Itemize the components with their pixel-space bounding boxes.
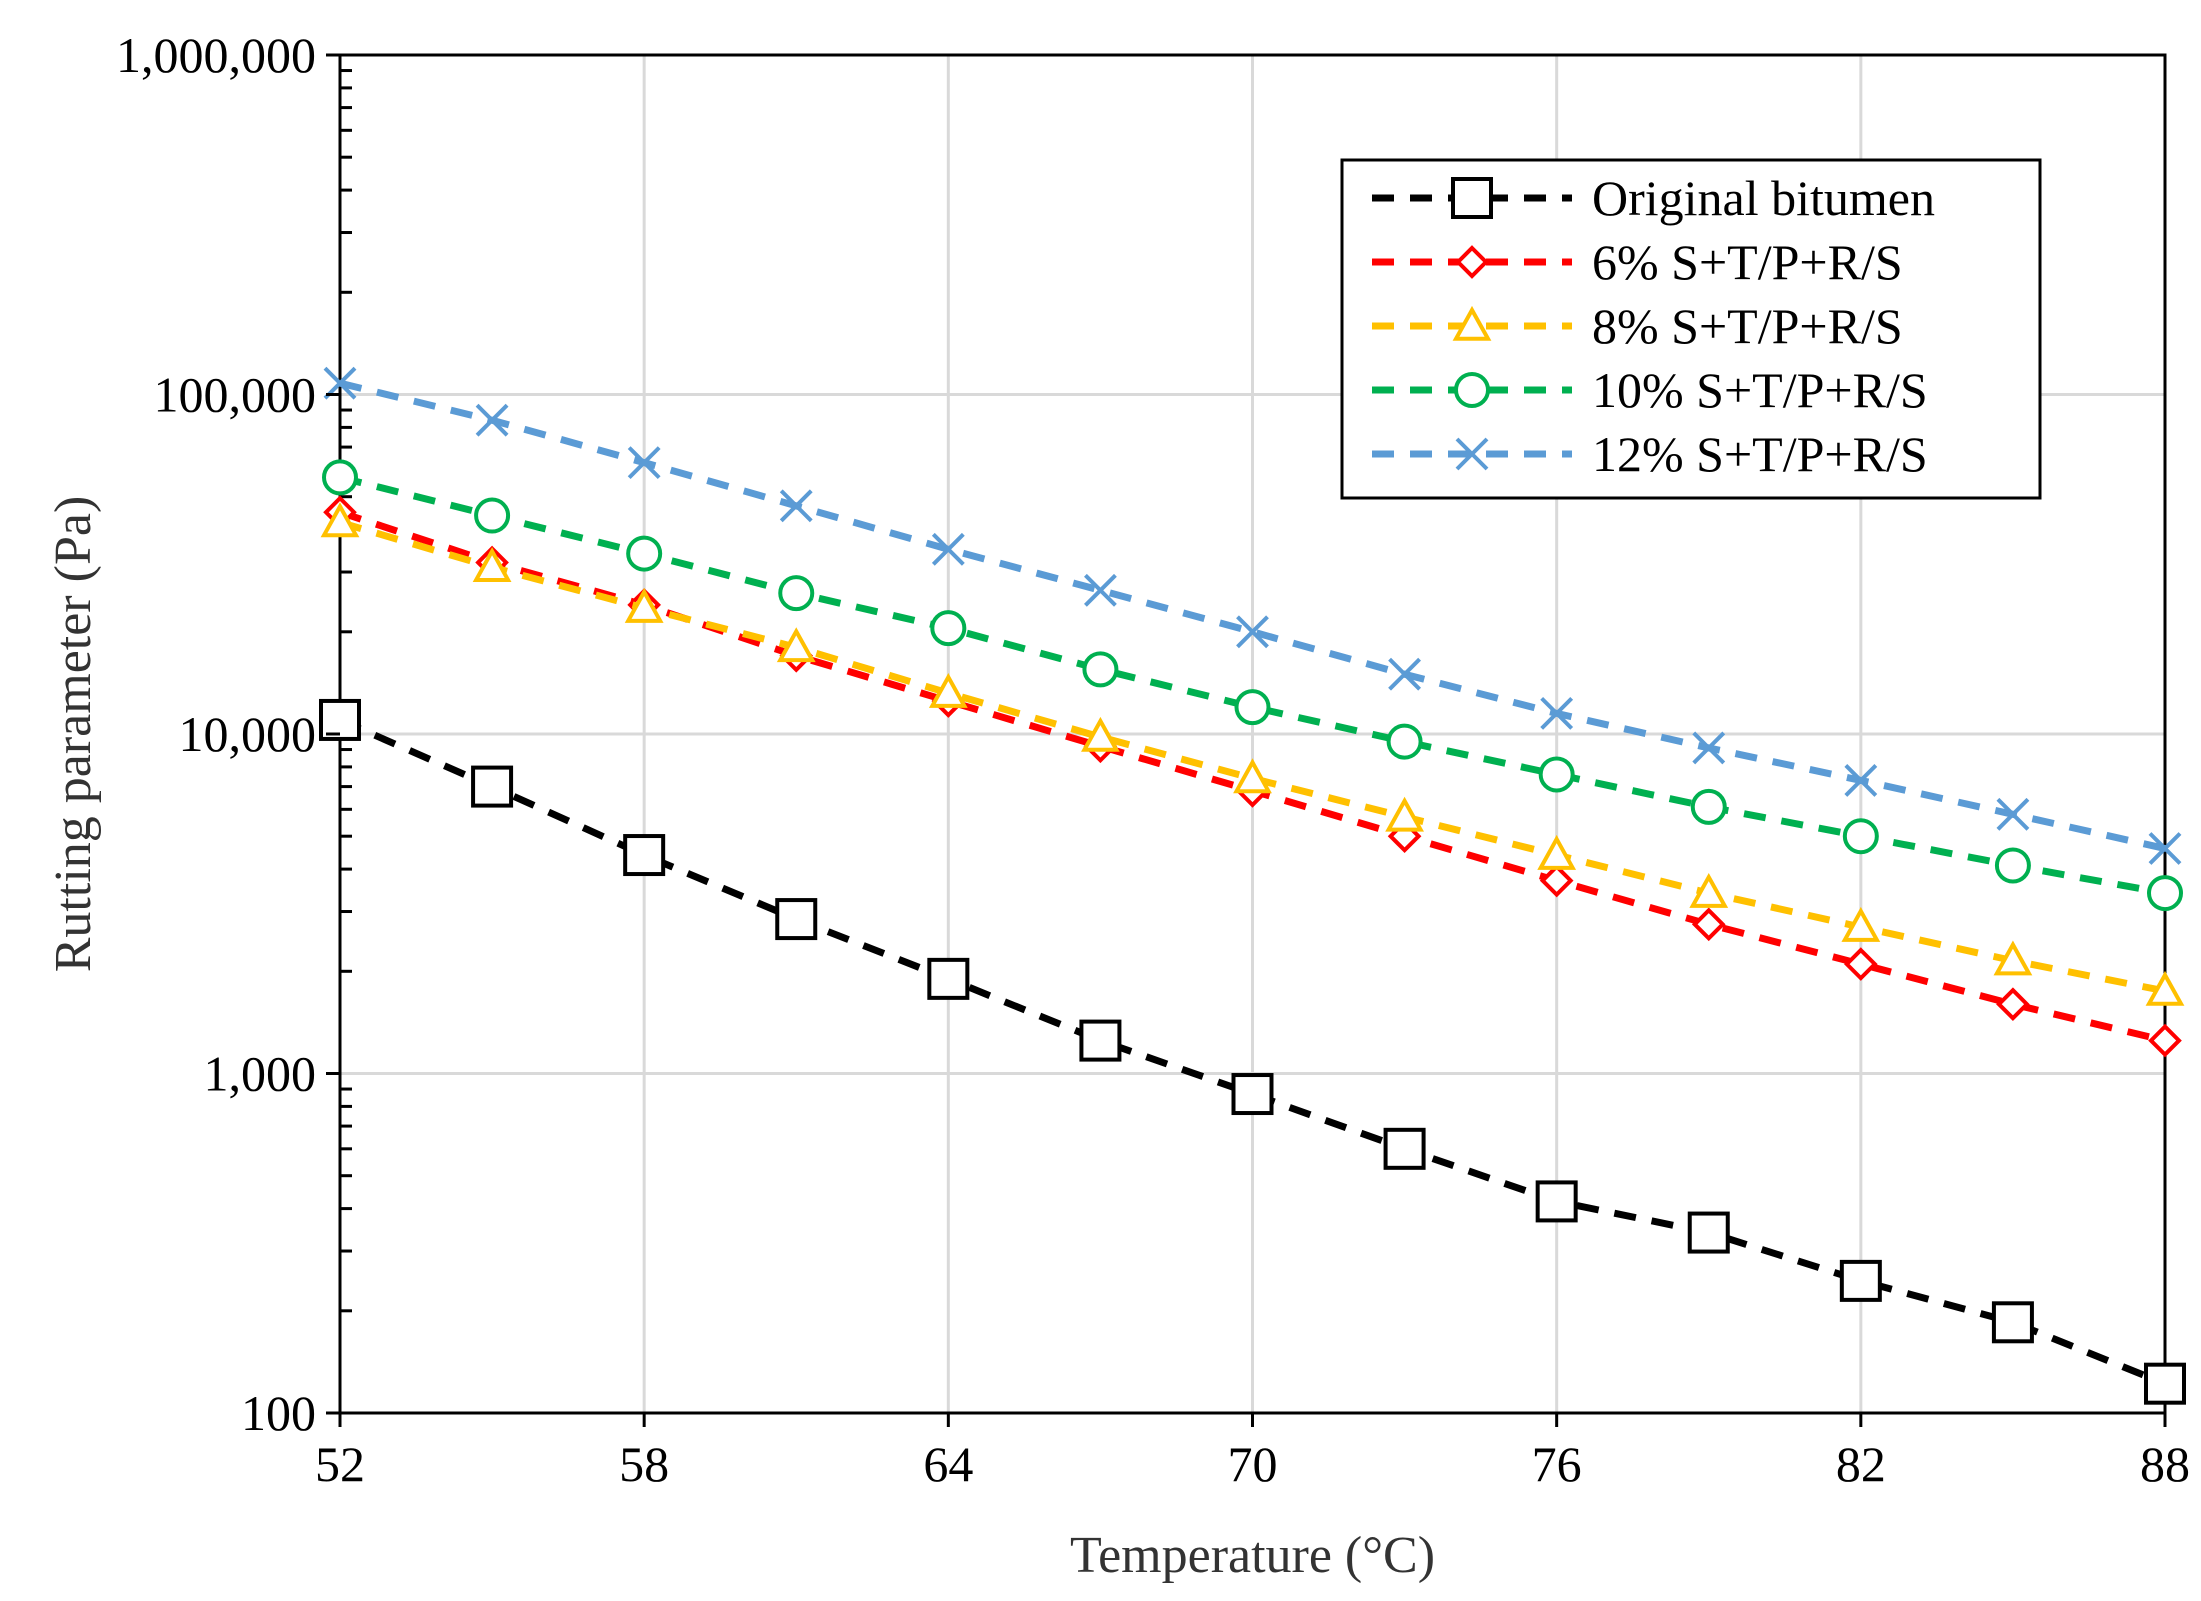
data-point [2145, 970, 2185, 1006]
data-point [1996, 797, 2030, 831]
data-point [927, 957, 970, 1000]
legend: Original bitumen 6% S+T/P+R/S 8% S+T/P+R/S… [1340, 158, 2042, 500]
data-point [1991, 1301, 2034, 1344]
data-point [1538, 756, 1575, 793]
x-tick-label: 70 [1228, 1436, 1278, 1492]
data-point [1079, 1019, 1122, 1062]
legend-label: Original bitumen [1592, 170, 1935, 226]
data-point [1993, 940, 2033, 976]
data-point [2148, 832, 2182, 865]
data-point [1537, 834, 1577, 870]
data-point [623, 834, 666, 877]
x-tick-label: 82 [1836, 1436, 1886, 1492]
data-point [626, 535, 663, 572]
y-minor-ticks [340, 69, 352, 1313]
legend-entry: 12% S+T/P+R/S [1372, 426, 1928, 482]
y-tick-label: 100 [241, 1385, 316, 1441]
data-point [1844, 947, 1878, 981]
data-point [627, 446, 661, 480]
series-layer [319, 366, 2186, 1405]
legend-marker [1451, 177, 1493, 219]
series-3 [322, 459, 2183, 912]
data-point [1994, 847, 2031, 884]
data-point [1084, 573, 1117, 607]
data-point [779, 489, 813, 523]
data-point [1996, 987, 2030, 1022]
data-point [1690, 788, 1727, 825]
series-4 [323, 366, 2182, 865]
legend-label: 6% S+T/P+R/S [1592, 234, 1903, 290]
data-point [1233, 758, 1272, 794]
data-point [1082, 651, 1119, 688]
data-point [778, 575, 815, 612]
y-axis-title: Rutting parameter (Pa) [45, 496, 102, 973]
data-point [1535, 1180, 1578, 1223]
y-tick-label: 10,000 [179, 706, 317, 762]
data-point [320, 502, 360, 538]
data-point [2147, 875, 2183, 912]
data-point [1388, 657, 1421, 691]
series-0 [319, 698, 2186, 1405]
data-point [776, 627, 816, 663]
data-point [471, 765, 514, 808]
x-tick-label: 52 [315, 1436, 365, 1492]
data-point [931, 532, 965, 566]
data-point [1236, 615, 1269, 649]
data-point [1692, 731, 1726, 765]
x-tick-label: 58 [619, 1436, 669, 1492]
data-point [928, 672, 968, 708]
data-point [1383, 1127, 1426, 1170]
x-tick-label: 64 [923, 1436, 973, 1492]
data-point [1841, 906, 1881, 942]
data-point [1081, 716, 1120, 752]
x-axis-tick-labels: 52 58 64 70 76 82 88 [315, 1413, 2190, 1492]
y-tick-label: 1,000 [204, 1046, 317, 1102]
x-axis-title: Temperature (°C) [1070, 1527, 1435, 1584]
legend-marker [1455, 245, 1489, 279]
legend-label: 10% S+T/P+R/S [1592, 362, 1928, 418]
x-tick-label: 88 [2140, 1436, 2190, 1492]
y-tick-label: 1,000,000 [116, 27, 316, 83]
data-point [1234, 689, 1271, 726]
legend-marker [1455, 437, 1489, 471]
data-point [930, 610, 967, 647]
data-point [474, 497, 511, 534]
y-axis-tick-labels: 100 1,000 10,000 100,000 1,000,000 [116, 27, 340, 1441]
series-2 [320, 502, 2185, 1006]
legend-label: 8% S+T/P+R/S [1592, 298, 1903, 354]
data-point [1539, 863, 1574, 898]
data-point [2148, 1023, 2182, 1058]
data-point [2144, 1362, 2186, 1405]
data-point [322, 459, 358, 496]
data-point [1231, 1073, 1274, 1116]
legend-entry: 6% S+T/P+R/S [1372, 234, 1903, 290]
data-point [1842, 818, 1879, 855]
data-point [1839, 1259, 1882, 1302]
data-point [1691, 907, 1726, 942]
data-point [1687, 1211, 1730, 1254]
data-point [1540, 696, 1574, 730]
data-point [624, 587, 664, 623]
data-point [472, 547, 512, 582]
legend-entry: Original bitumen [1372, 170, 1935, 226]
legend-label: 12% S+T/P+R/S [1592, 426, 1928, 482]
legend-marker [1454, 372, 1490, 408]
data-point [1385, 796, 1424, 832]
x-tick-label: 76 [1532, 1436, 1582, 1492]
data-point [1844, 763, 1878, 797]
legend-marker [1452, 305, 1492, 341]
data-point [475, 403, 509, 437]
data-point [1386, 723, 1423, 760]
y-tick-label: 100,000 [154, 367, 317, 423]
data-point [1689, 872, 1729, 908]
legend-entry: 10% S+T/P+R/S [1372, 362, 1928, 418]
legend-entry: 8% S+T/P+R/S [1372, 298, 1903, 354]
data-point [775, 898, 818, 941]
